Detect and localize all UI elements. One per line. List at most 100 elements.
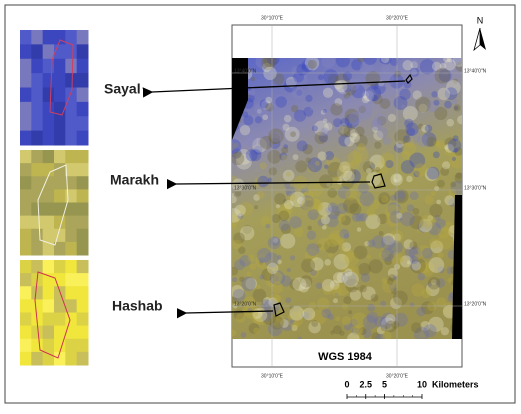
texture-spot [296, 140, 308, 152]
texture-spot [435, 218, 446, 229]
texture-spot [296, 89, 303, 96]
texture-spot [306, 200, 314, 208]
texture-spot [409, 152, 426, 169]
texture-spot [289, 319, 295, 325]
texture-spot [232, 178, 245, 192]
texture-spot [410, 67, 420, 77]
texture-spot [391, 320, 400, 329]
texture-spot [444, 58, 456, 71]
texture-spot [259, 99, 269, 109]
texture-spot [289, 191, 306, 208]
texture-spot [344, 83, 357, 96]
texture-spot [366, 254, 372, 260]
texture-spot [278, 219, 290, 231]
pixel [20, 228, 32, 243]
texture-spot [300, 275, 313, 288]
texture-spot [322, 87, 334, 98]
texture-spot [371, 332, 381, 339]
texture-spot [424, 124, 433, 133]
texture-spot [311, 309, 327, 325]
texture-spot [299, 195, 315, 211]
texture-spot [416, 261, 428, 272]
texture-spot [248, 88, 256, 96]
texture-spot [394, 188, 409, 204]
texture-spot [437, 225, 450, 239]
texture-spot [397, 257, 403, 262]
texture-spot [281, 214, 287, 220]
texture-spot [324, 164, 329, 169]
texture-spot [390, 287, 398, 295]
texture-spot [329, 230, 345, 246]
texture-spot [338, 134, 351, 147]
texture-spot [454, 172, 462, 184]
texture-spot [343, 170, 355, 183]
pixel [76, 241, 89, 256]
texture-spot [232, 175, 239, 186]
texture-spot [238, 246, 246, 254]
texture-spot [403, 135, 411, 143]
texture-spot [301, 188, 306, 193]
texture-spot [425, 282, 440, 297]
texture-spot [417, 228, 422, 233]
texture-spot [246, 271, 252, 277]
texture-spot [300, 278, 312, 290]
texture-spot [272, 237, 279, 243]
texture-spot [259, 162, 267, 170]
texture-spot [436, 297, 447, 308]
texture-spot [269, 315, 284, 330]
texture-spot [337, 213, 346, 223]
texture-spot [286, 190, 292, 197]
texture-spot [375, 166, 381, 172]
pixel [76, 101, 89, 117]
image-texture [232, 58, 462, 339]
texture-spot [262, 114, 269, 121]
pixel [65, 273, 78, 287]
texture-spot [279, 319, 289, 328]
texture-spot [266, 262, 279, 274]
pixel [31, 286, 44, 300]
texture-spot [417, 272, 426, 281]
texture-spot [276, 94, 282, 100]
texture-spot [349, 132, 361, 143]
texture-spot [444, 145, 456, 156]
texture-spot [359, 285, 367, 293]
texture-spot [380, 58, 390, 64]
texture-spot [344, 323, 352, 331]
texture-spot [283, 114, 292, 123]
pixel [76, 44, 89, 60]
texture-spot [407, 260, 412, 265]
texture-spot [284, 182, 291, 189]
texture-spot [405, 128, 421, 144]
texture-spot [365, 71, 381, 87]
pixel [31, 351, 44, 366]
texture-spot [416, 306, 426, 317]
texture-spot [371, 94, 378, 102]
texture-spot [335, 125, 343, 133]
texture-spot [262, 296, 272, 306]
texture-spot [232, 208, 242, 223]
texture-spot [333, 272, 345, 284]
pixel [65, 260, 78, 274]
texture-spot [334, 280, 350, 296]
texture-spot [388, 240, 403, 255]
texture-spot [313, 120, 329, 136]
texture-spot [320, 109, 326, 115]
texture-spot [235, 313, 246, 323]
pixel [20, 176, 32, 190]
pixel [54, 163, 66, 177]
texture-spot [270, 271, 283, 284]
texture-spot [253, 194, 260, 201]
texture-spot [321, 278, 335, 292]
texture-spot [430, 191, 436, 197]
texture-spot [261, 268, 274, 281]
texture-spot [356, 227, 362, 232]
texture-spot [242, 224, 252, 234]
texture-spot [262, 311, 277, 325]
texture-spot [374, 333, 386, 339]
texture-spot [370, 118, 383, 131]
pixel [54, 312, 66, 327]
texture-spot [358, 105, 367, 114]
texture-spot [432, 140, 438, 146]
texture-spot [342, 71, 352, 81]
texture-spot [455, 172, 462, 179]
